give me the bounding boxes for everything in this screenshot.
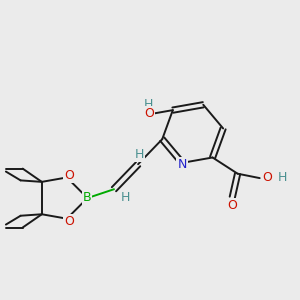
Text: N: N (177, 158, 187, 171)
Text: H: H (144, 98, 153, 111)
Text: O: O (64, 169, 74, 182)
Text: H: H (121, 191, 130, 204)
Text: O: O (262, 171, 272, 184)
Text: H: H (135, 148, 144, 161)
Text: O: O (144, 107, 154, 121)
Text: H: H (278, 171, 287, 184)
Text: O: O (227, 199, 237, 212)
Text: B: B (82, 191, 91, 204)
Text: O: O (64, 214, 74, 227)
